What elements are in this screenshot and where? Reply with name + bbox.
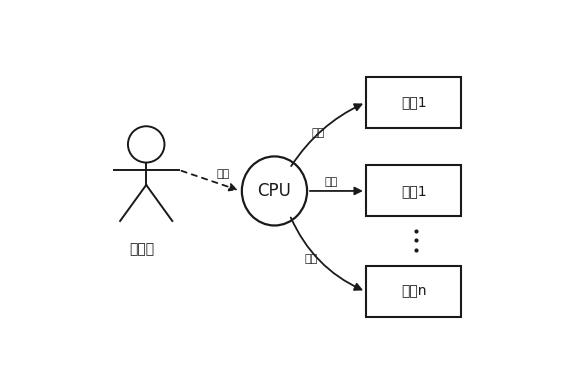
Bar (366, 266, 461, 317)
Text: 控制: 控制 (324, 177, 338, 187)
Bar (366, 77, 461, 128)
Text: 控制: 控制 (311, 128, 325, 138)
Text: 硬件1: 硬件1 (401, 184, 426, 198)
Text: 硬件1: 硬件1 (401, 96, 426, 109)
Text: CPU: CPU (257, 182, 291, 200)
Text: 控制: 控制 (216, 169, 229, 179)
Text: 程序员: 程序员 (129, 242, 154, 256)
Text: 控制: 控制 (305, 254, 318, 264)
Bar (366, 165, 461, 216)
Text: 硬件n: 硬件n (401, 285, 426, 298)
